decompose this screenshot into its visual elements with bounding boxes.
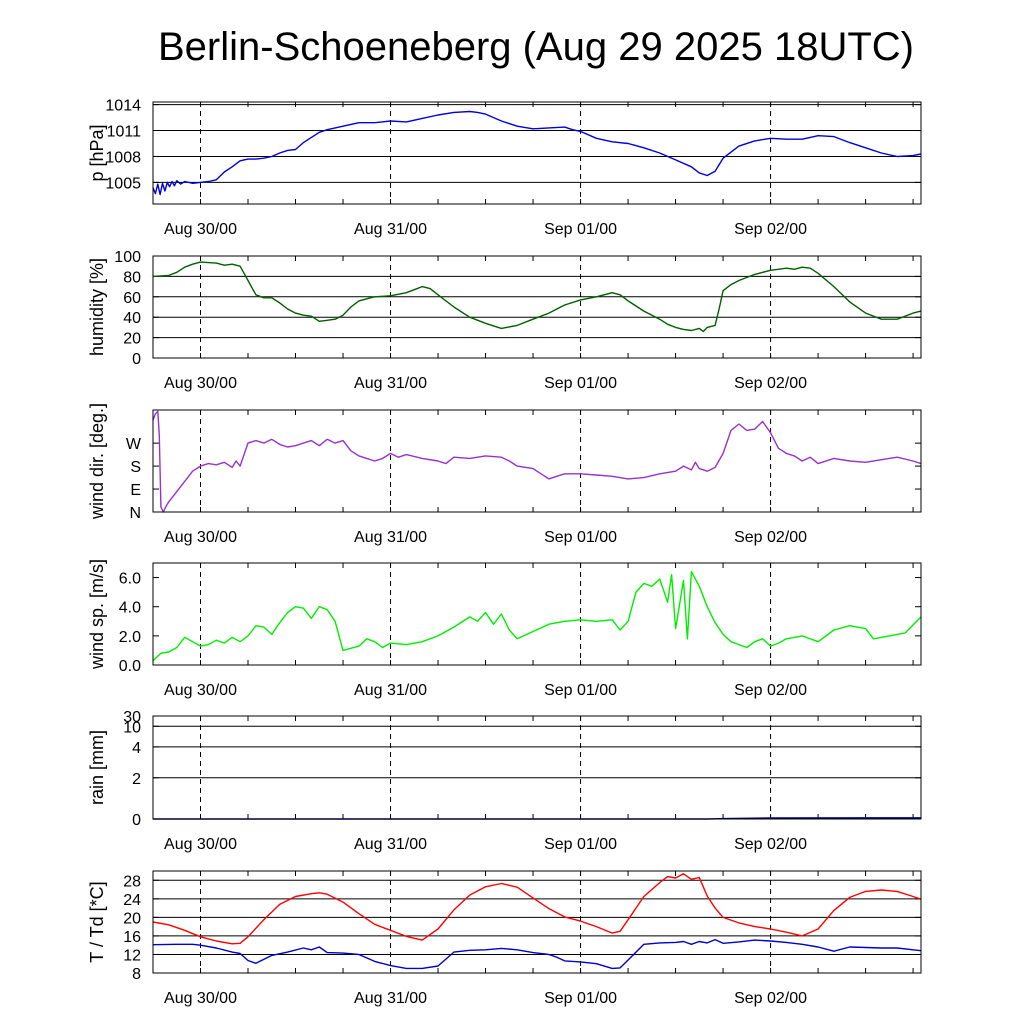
humidity-ytick-label: 0: [132, 351, 141, 368]
humidity-frame: [152, 255, 922, 359]
wind_speed-ytick-label: 2.0: [119, 629, 141, 646]
wind_speed-series-line-0: [152, 571, 922, 662]
pressure-date-label: Sep 02/00: [734, 221, 807, 238]
humidity-ytick-label: 100: [114, 249, 141, 266]
wind_dir-frame: [152, 409, 922, 513]
wind_speed-ytick-label: 0.0: [119, 658, 141, 675]
humidity-date-label: Aug 31/00: [354, 375, 427, 392]
humidity-ytick-label: 80: [123, 269, 141, 286]
rain-ytick-label: 2: [132, 771, 141, 788]
wind_speed-frame: [152, 562, 922, 666]
humidity-date-label: Aug 30/00: [164, 375, 237, 392]
wind_dir-date-label: Sep 01/00: [544, 529, 617, 546]
temperature-ytick-label: 8: [132, 966, 141, 983]
temperature-ytick-label: 24: [123, 892, 141, 909]
temperature-series-line-Td: [152, 938, 922, 970]
wind_speed-ytick-label: 4.0: [119, 600, 141, 617]
wind_dir-ytick-label: S: [130, 459, 141, 476]
rain-frame: [152, 715, 922, 820]
wind_dir-ytick-label: W: [126, 436, 142, 453]
humidity-date-label: Sep 02/00: [734, 375, 807, 392]
temperature-ytick-label: 28: [123, 873, 141, 890]
wind_dir-ylabel: wind dir. [deg.]: [87, 403, 107, 520]
wind_dir-ytick-label: E: [130, 482, 141, 499]
wind_dir-date-label: Sep 02/00: [734, 529, 807, 546]
panel-pressure: 1005 1008 1011 1014 p [hPa] Aug 30/00 Aug 31/0…: [87, 98, 922, 238]
pressure-ytick-label: 1011: [107, 124, 142, 141]
pressure-ylabel: p [hPa]: [87, 124, 107, 181]
temperature-ytick-label: 12: [123, 947, 141, 964]
temperature-ytick-label: 20: [123, 910, 141, 927]
wind_speed-date-label: Aug 31/00: [354, 682, 427, 699]
wind_speed-ylabel: wind sp. [m/s]: [87, 559, 107, 670]
humidity-ytick-label: 20: [123, 331, 141, 348]
rain-date-label: Sep 01/00: [544, 836, 617, 853]
rain-ytick-label: 10: [123, 719, 141, 736]
rain-ytick-label: 0: [132, 812, 141, 829]
humidity-series-line-0: [152, 261, 922, 333]
rain-ytick-label: 4: [132, 740, 141, 757]
pressure-ytick-label: 1014: [105, 98, 141, 115]
panel-wind_speed: 0.0 2.0 4.0 6.0 wind sp. [m/s] Aug 30/00 Aug 3…: [87, 559, 922, 699]
pressure-series-line-0: [152, 110, 922, 196]
temperature-date-label: Sep 02/00: [734, 990, 807, 1007]
pressure-date-label: Aug 31/00: [354, 221, 427, 238]
pressure-frame: [152, 101, 922, 205]
wind_dir-date-label: Aug 31/00: [354, 529, 427, 546]
wind_speed-ytick-label: 6.0: [119, 571, 141, 588]
temperature-frame: [152, 870, 922, 974]
temperature-date-label: Sep 01/00: [544, 990, 617, 1007]
rain-ytick-label: 30: [123, 709, 141, 726]
pressure-ytick-label: 1005: [105, 175, 141, 192]
temperature-ylabel: T / Td [*C]: [87, 881, 107, 962]
rain-date-label: Aug 30/00: [164, 836, 237, 853]
pressure-date-label: Sep 01/00: [544, 221, 617, 238]
wind_speed-date-label: Sep 01/00: [544, 682, 617, 699]
temperature-series-line-T: [152, 873, 922, 945]
wind_dir-series-line-0: [152, 410, 922, 513]
pressure-ytick-label: 1008: [105, 149, 141, 166]
panel-humidity: 0 20 40 60 80 100 humidity [%] Aug 30/00 Aug 31/…: [87, 249, 922, 392]
rain-ylabel: rain [mm]: [87, 730, 107, 805]
rain-date-label: Aug 31/00: [354, 836, 427, 853]
wind_speed-date-label: Sep 02/00: [734, 682, 807, 699]
rain-date-label: Sep 02/00: [734, 836, 807, 853]
temperature-date-label: Aug 31/00: [354, 990, 427, 1007]
temperature-ytick-label: 16: [123, 929, 141, 946]
humidity-ytick-label: 40: [123, 310, 141, 327]
wind_dir-ytick-label: N: [129, 505, 141, 522]
humidity-ytick-label: 60: [123, 290, 141, 307]
wind_speed-date-label: Aug 30/00: [164, 682, 237, 699]
humidity-date-label: Sep 01/00: [544, 375, 617, 392]
wind_dir-date-label: Aug 30/00: [164, 529, 237, 546]
humidity-ylabel: humidity [%]: [87, 258, 107, 356]
temperature-date-label: Aug 30/00: [164, 990, 237, 1007]
pressure-date-label: Aug 30/00: [164, 221, 237, 238]
chart-title: Berlin-Schoeneberg (Aug 29 2025 18UTC): [158, 25, 914, 69]
